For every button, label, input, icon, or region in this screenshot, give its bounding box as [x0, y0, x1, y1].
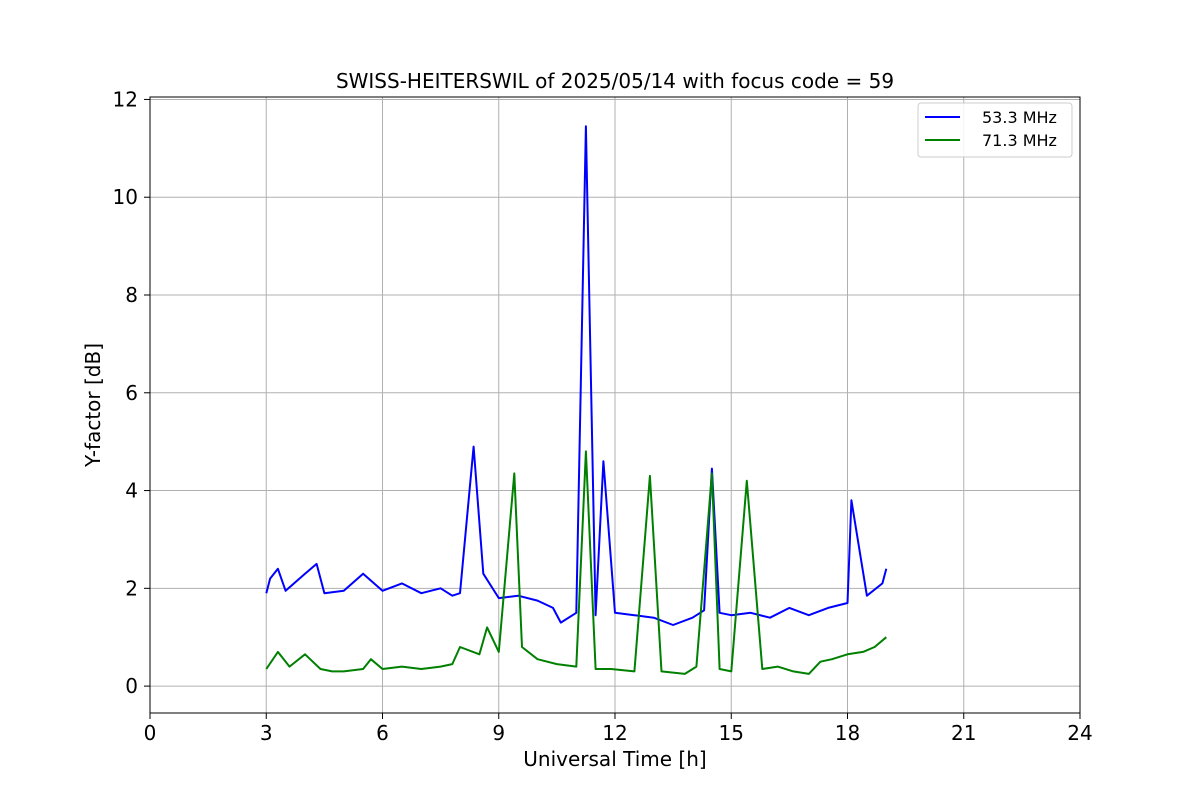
x-tick-label: 3: [260, 721, 273, 745]
y-tick-label: 4: [125, 479, 138, 503]
series-layer: [265, 125, 888, 675]
legend-entry-71mhz: 71.3 MHz: [982, 131, 1057, 150]
y-tick-label: 6: [125, 381, 138, 405]
y-tick-label: 12: [113, 87, 138, 111]
x-tick-label: 18: [835, 721, 860, 745]
x-tick-label: 21: [951, 721, 976, 745]
chart-title: SWISS-HEITERSWIL of 2025/05/14 with focu…: [336, 69, 894, 93]
x-tick-label: 0: [144, 721, 157, 745]
y-tick-label: 2: [125, 576, 138, 600]
y-tick-label: 0: [125, 674, 138, 698]
y-tick-label: 10: [113, 185, 138, 209]
series-line-0: [265, 125, 888, 626]
x-tick-label: 6: [376, 721, 389, 745]
series-line-1: [265, 450, 887, 675]
y-tick-label: 8: [125, 283, 138, 307]
y-axis-label: Y-factor [dB]: [81, 343, 105, 468]
legend-entry-53mhz: 53.3 MHz: [982, 108, 1057, 127]
x-tick-label: 24: [1067, 721, 1092, 745]
legend: 53.3 MHz 71.3 MHz: [917, 102, 1073, 158]
x-axis-label: Universal Time [h]: [523, 747, 706, 771]
x-tick-label: 9: [492, 721, 505, 745]
x-tick-label: 12: [602, 721, 627, 745]
x-tick-label: 15: [719, 721, 744, 745]
